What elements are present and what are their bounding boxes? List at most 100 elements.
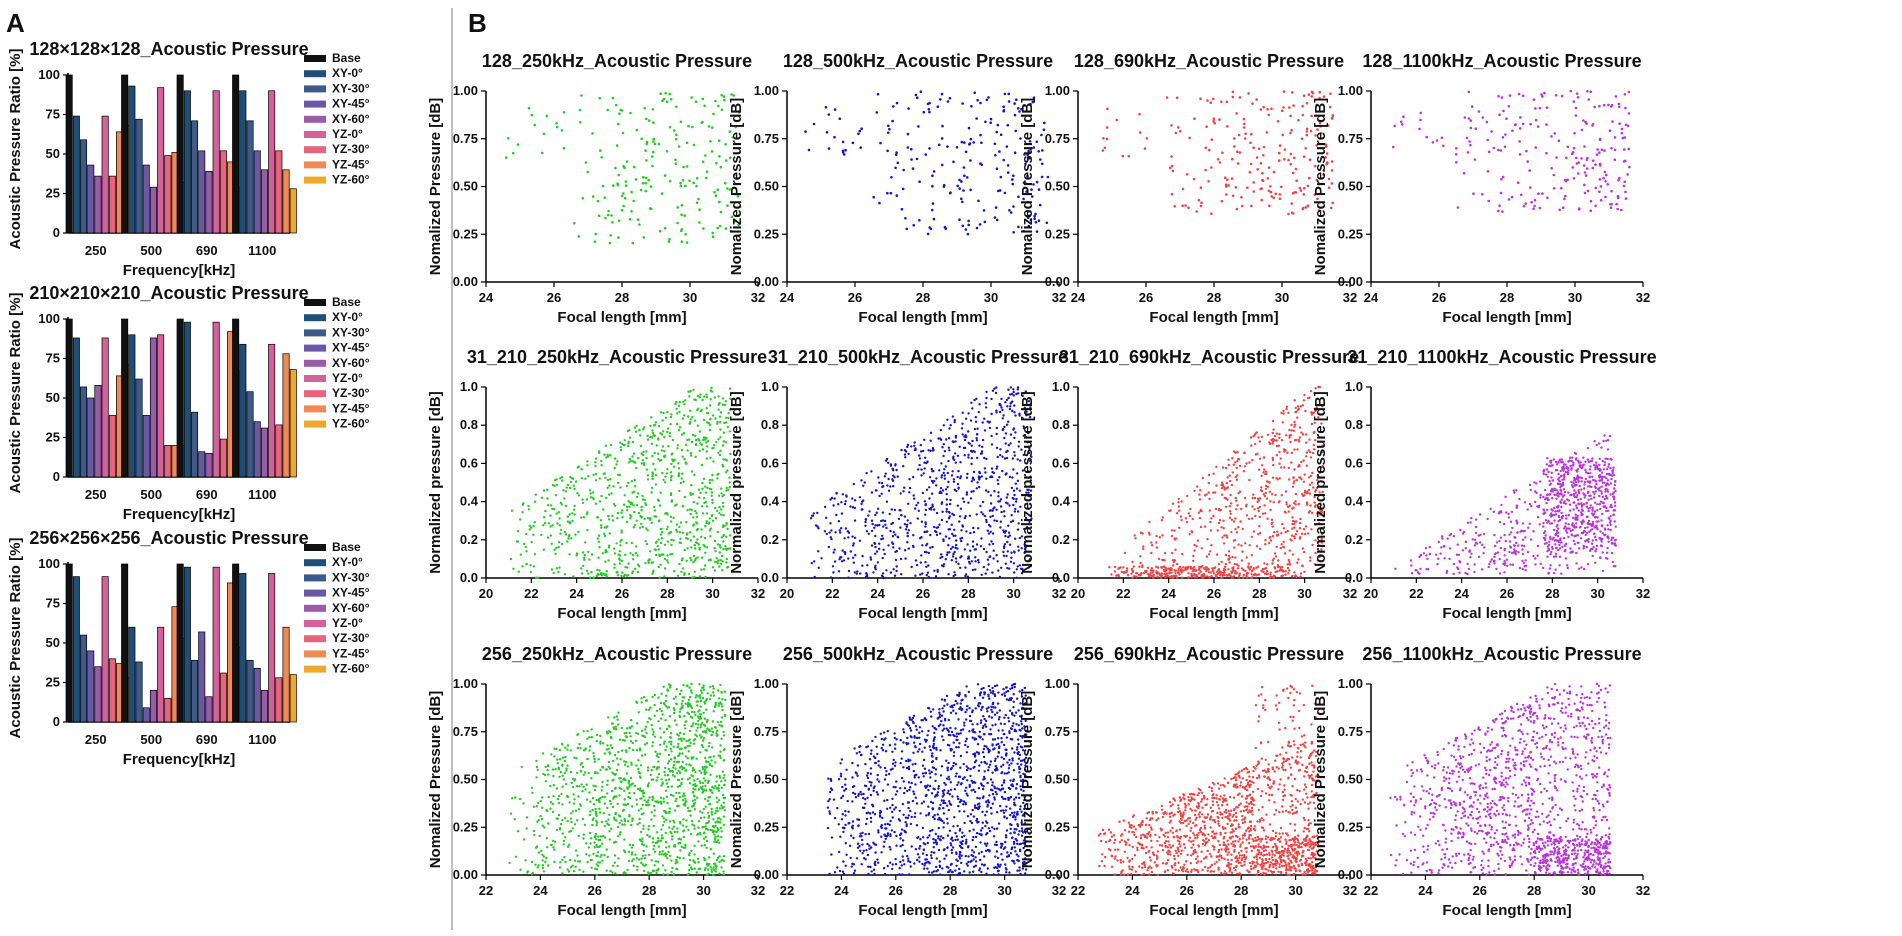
- data-point: [1606, 467, 1609, 471]
- data-point: [1168, 571, 1171, 574]
- data-point: [711, 478, 714, 482]
- data-point: [940, 553, 943, 556]
- data-point: [1587, 460, 1591, 463]
- data-point: [1578, 484, 1581, 488]
- data-point: [939, 490, 942, 493]
- data-point: [945, 510, 948, 513]
- data-point: [572, 508, 576, 511]
- data-point: [1301, 207, 1305, 211]
- bar: [260, 690, 268, 723]
- data-point: [1127, 154, 1130, 158]
- data-point: [1037, 219, 1041, 222]
- data-point: [1292, 171, 1295, 175]
- data-point: [1609, 206, 1613, 209]
- data-point: [1474, 531, 1478, 535]
- data-point: [935, 484, 938, 487]
- chart-title: 31_210_500kHz_Acoustic Pressure: [768, 347, 1068, 367]
- data-point: [722, 458, 725, 461]
- data-point: [1035, 140, 1039, 143]
- data-point: [940, 462, 943, 465]
- data-point: [1268, 490, 1272, 493]
- data-point: [1563, 550, 1567, 553]
- data-point: [715, 161, 718, 165]
- data-point: [933, 569, 936, 572]
- data-point: [1559, 518, 1562, 522]
- data-point: [1238, 96, 1242, 99]
- data-point: [1025, 413, 1028, 417]
- data-point: [1596, 503, 1599, 506]
- data-point: [693, 434, 697, 437]
- data-point: [696, 541, 699, 545]
- data-point: [965, 476, 969, 479]
- data-point: [1014, 482, 1017, 485]
- data-point: [542, 489, 546, 492]
- data-point: [1209, 520, 1212, 524]
- data-point: [1295, 530, 1299, 533]
- data-point: [660, 537, 664, 540]
- y-tick-label: 0.0: [761, 570, 779, 585]
- data-point: [1302, 399, 1306, 402]
- data-point: [1521, 94, 1525, 98]
- data-point: [1554, 568, 1557, 571]
- data-point: [1289, 114, 1292, 118]
- data-point: [1546, 521, 1549, 524]
- data-point: [1012, 427, 1016, 430]
- data-point: [865, 471, 868, 475]
- data-point: [1243, 122, 1246, 126]
- data-point: [1121, 154, 1125, 158]
- data-point: [990, 475, 993, 478]
- data-point: [1204, 168, 1207, 172]
- data-point: [926, 232, 930, 236]
- data-point: [1010, 392, 1014, 396]
- data-point: [1596, 516, 1599, 519]
- data-point: [1263, 562, 1266, 565]
- data-point: [702, 418, 706, 422]
- data-point: [683, 572, 686, 575]
- data-point: [702, 438, 705, 442]
- scatter-128-500khz-acoustic-pressure: 128_500kHz_Acoustic Pressure0.000.250.50…: [728, 51, 1066, 326]
- data-point: [1224, 565, 1227, 568]
- data-point: [1110, 573, 1113, 576]
- data-point: [1266, 517, 1269, 520]
- data-point: [983, 429, 987, 432]
- data-point: [710, 491, 714, 494]
- data-point: [605, 526, 608, 529]
- data-point: [1402, 115, 1405, 118]
- data-point: [660, 192, 664, 195]
- data-point: [711, 513, 714, 517]
- data-point: [1452, 562, 1456, 566]
- data-point: [519, 518, 522, 521]
- data-point: [1260, 489, 1264, 493]
- data-point: [1313, 391, 1316, 395]
- data-point: [995, 519, 998, 523]
- data-point: [696, 424, 699, 427]
- data-point: [604, 444, 608, 447]
- data-point: [684, 184, 687, 188]
- data-point: [1176, 512, 1179, 515]
- data-point: [1600, 524, 1604, 527]
- data-point: [1115, 118, 1119, 122]
- data-point: [839, 531, 842, 534]
- data-point: [923, 461, 926, 464]
- data-point: [1120, 570, 1123, 574]
- data-point: [722, 465, 725, 468]
- data-point: [1231, 95, 1235, 99]
- data-point: [1559, 469, 1562, 473]
- data-point: [620, 109, 624, 112]
- data-point: [1529, 186, 1532, 189]
- data-point: [530, 113, 534, 117]
- data-point: [683, 495, 686, 499]
- data-point: [694, 547, 697, 550]
- data-point: [1550, 135, 1553, 138]
- data-point: [557, 541, 561, 544]
- x-tick-label: 26: [588, 883, 602, 898]
- data-point: [983, 467, 987, 470]
- data-point: [1160, 566, 1164, 569]
- data-point: [1026, 200, 1030, 204]
- data-point: [1607, 540, 1610, 543]
- data-point: [1448, 547, 1452, 550]
- data-point: [804, 130, 807, 133]
- data-point: [596, 537, 599, 540]
- data-point: [1481, 193, 1484, 196]
- data-point: [581, 498, 584, 501]
